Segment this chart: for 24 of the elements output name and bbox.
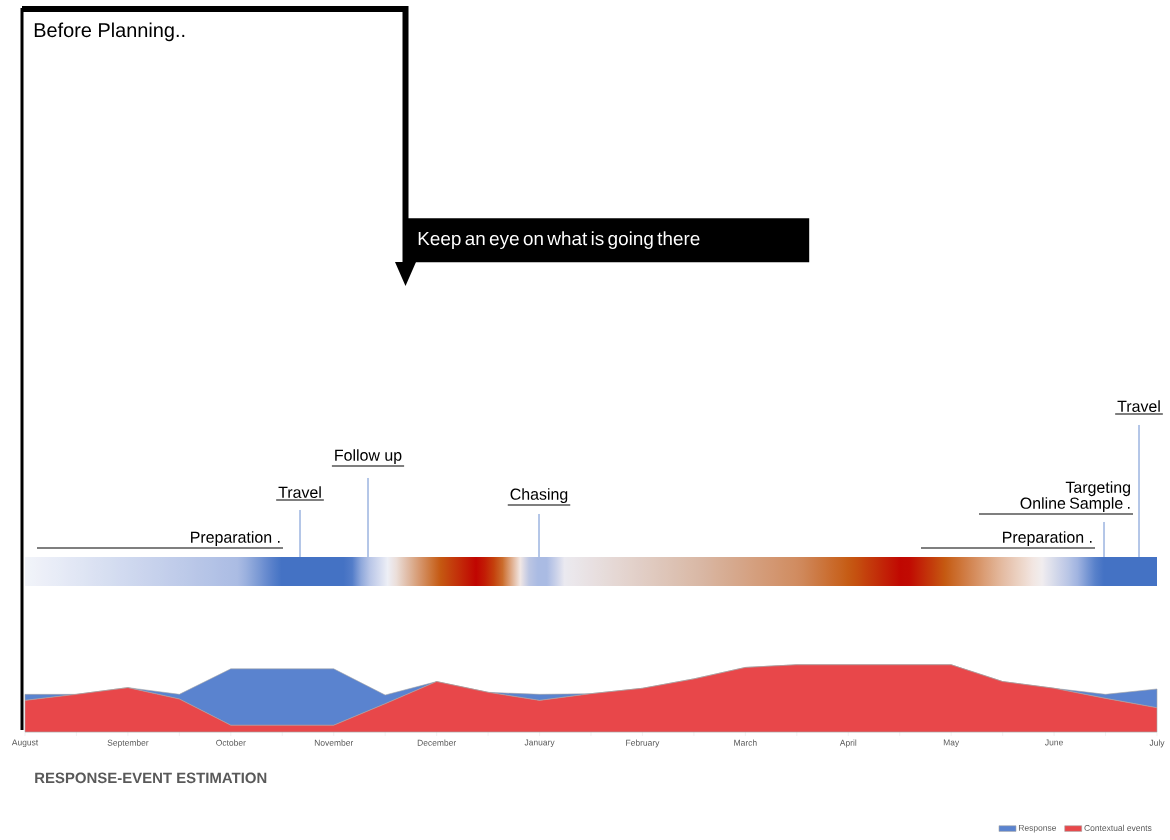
- text: Preparation .: [191, 531, 280, 546]
- legend-label: Contextual events: [1084, 824, 1152, 831]
- text: RESPONSE-EVENT ESTIMATION: [35, 772, 267, 784]
- text: Follow up: [335, 449, 402, 464]
- x-tick-label: August: [11, 739, 39, 748]
- x-tick-label: June: [1045, 739, 1063, 746]
- chart-title: Before Planning..: [34, 22, 185, 42]
- text: Keep an eye on what is going there: [418, 231, 700, 249]
- x-tick-label: July: [1149, 739, 1165, 748]
- x-tick-label: October: [216, 739, 246, 746]
- x-tick-label: September: [107, 739, 149, 748]
- text: Targeting Online Sample .: [1020, 481, 1130, 512]
- x-tick-label: May: [943, 739, 960, 748]
- x-tick-label: January: [524, 739, 555, 748]
- x-tick-label: April: [839, 739, 857, 748]
- text: Preparation .: [1003, 531, 1092, 546]
- text: Travel: [278, 486, 321, 498]
- x-tick-label: December: [417, 739, 457, 746]
- legend-label: Response: [1018, 824, 1057, 833]
- x-tick-label: February: [626, 739, 660, 748]
- x-tick-label: November: [314, 739, 354, 746]
- text: Chasing: [510, 488, 568, 503]
- x-tick-label: March: [734, 739, 757, 746]
- text: Travel: [1117, 400, 1160, 412]
